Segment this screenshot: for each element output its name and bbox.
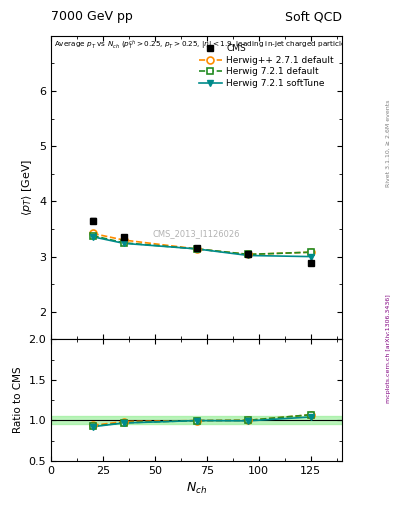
Text: mcplots.cern.ch [arXiv:1306.3436]: mcplots.cern.ch [arXiv:1306.3436]	[386, 294, 391, 402]
Legend: CMS, Herwig++ 2.7.1 default, Herwig 7.2.1 default, Herwig 7.2.1 softTune: CMS, Herwig++ 2.7.1 default, Herwig 7.2.…	[195, 40, 338, 92]
Y-axis label: $\langle p_T \rangle$ [GeV]: $\langle p_T \rangle$ [GeV]	[20, 159, 33, 216]
Bar	[51, 416, 342, 424]
X-axis label: $N_{ch}$: $N_{ch}$	[186, 481, 207, 496]
Text: 7000 GeV pp: 7000 GeV pp	[51, 10, 133, 23]
Text: CMS_2013_I1126026: CMS_2013_I1126026	[153, 229, 240, 238]
Text: Rivet 3.1.10, ≥ 2.6M events: Rivet 3.1.10, ≥ 2.6M events	[386, 100, 391, 187]
Y-axis label: Ratio to CMS: Ratio to CMS	[13, 367, 23, 433]
Text: Average $p_T$ vs $N_{ch}$ ($p_T^{ch}>0.25$, $p_T>0.25$, $|\eta|<1.9$, leading in: Average $p_T$ vs $N_{ch}$ ($p_T^{ch}>0.2…	[54, 39, 353, 52]
Text: Soft QCD: Soft QCD	[285, 10, 342, 23]
